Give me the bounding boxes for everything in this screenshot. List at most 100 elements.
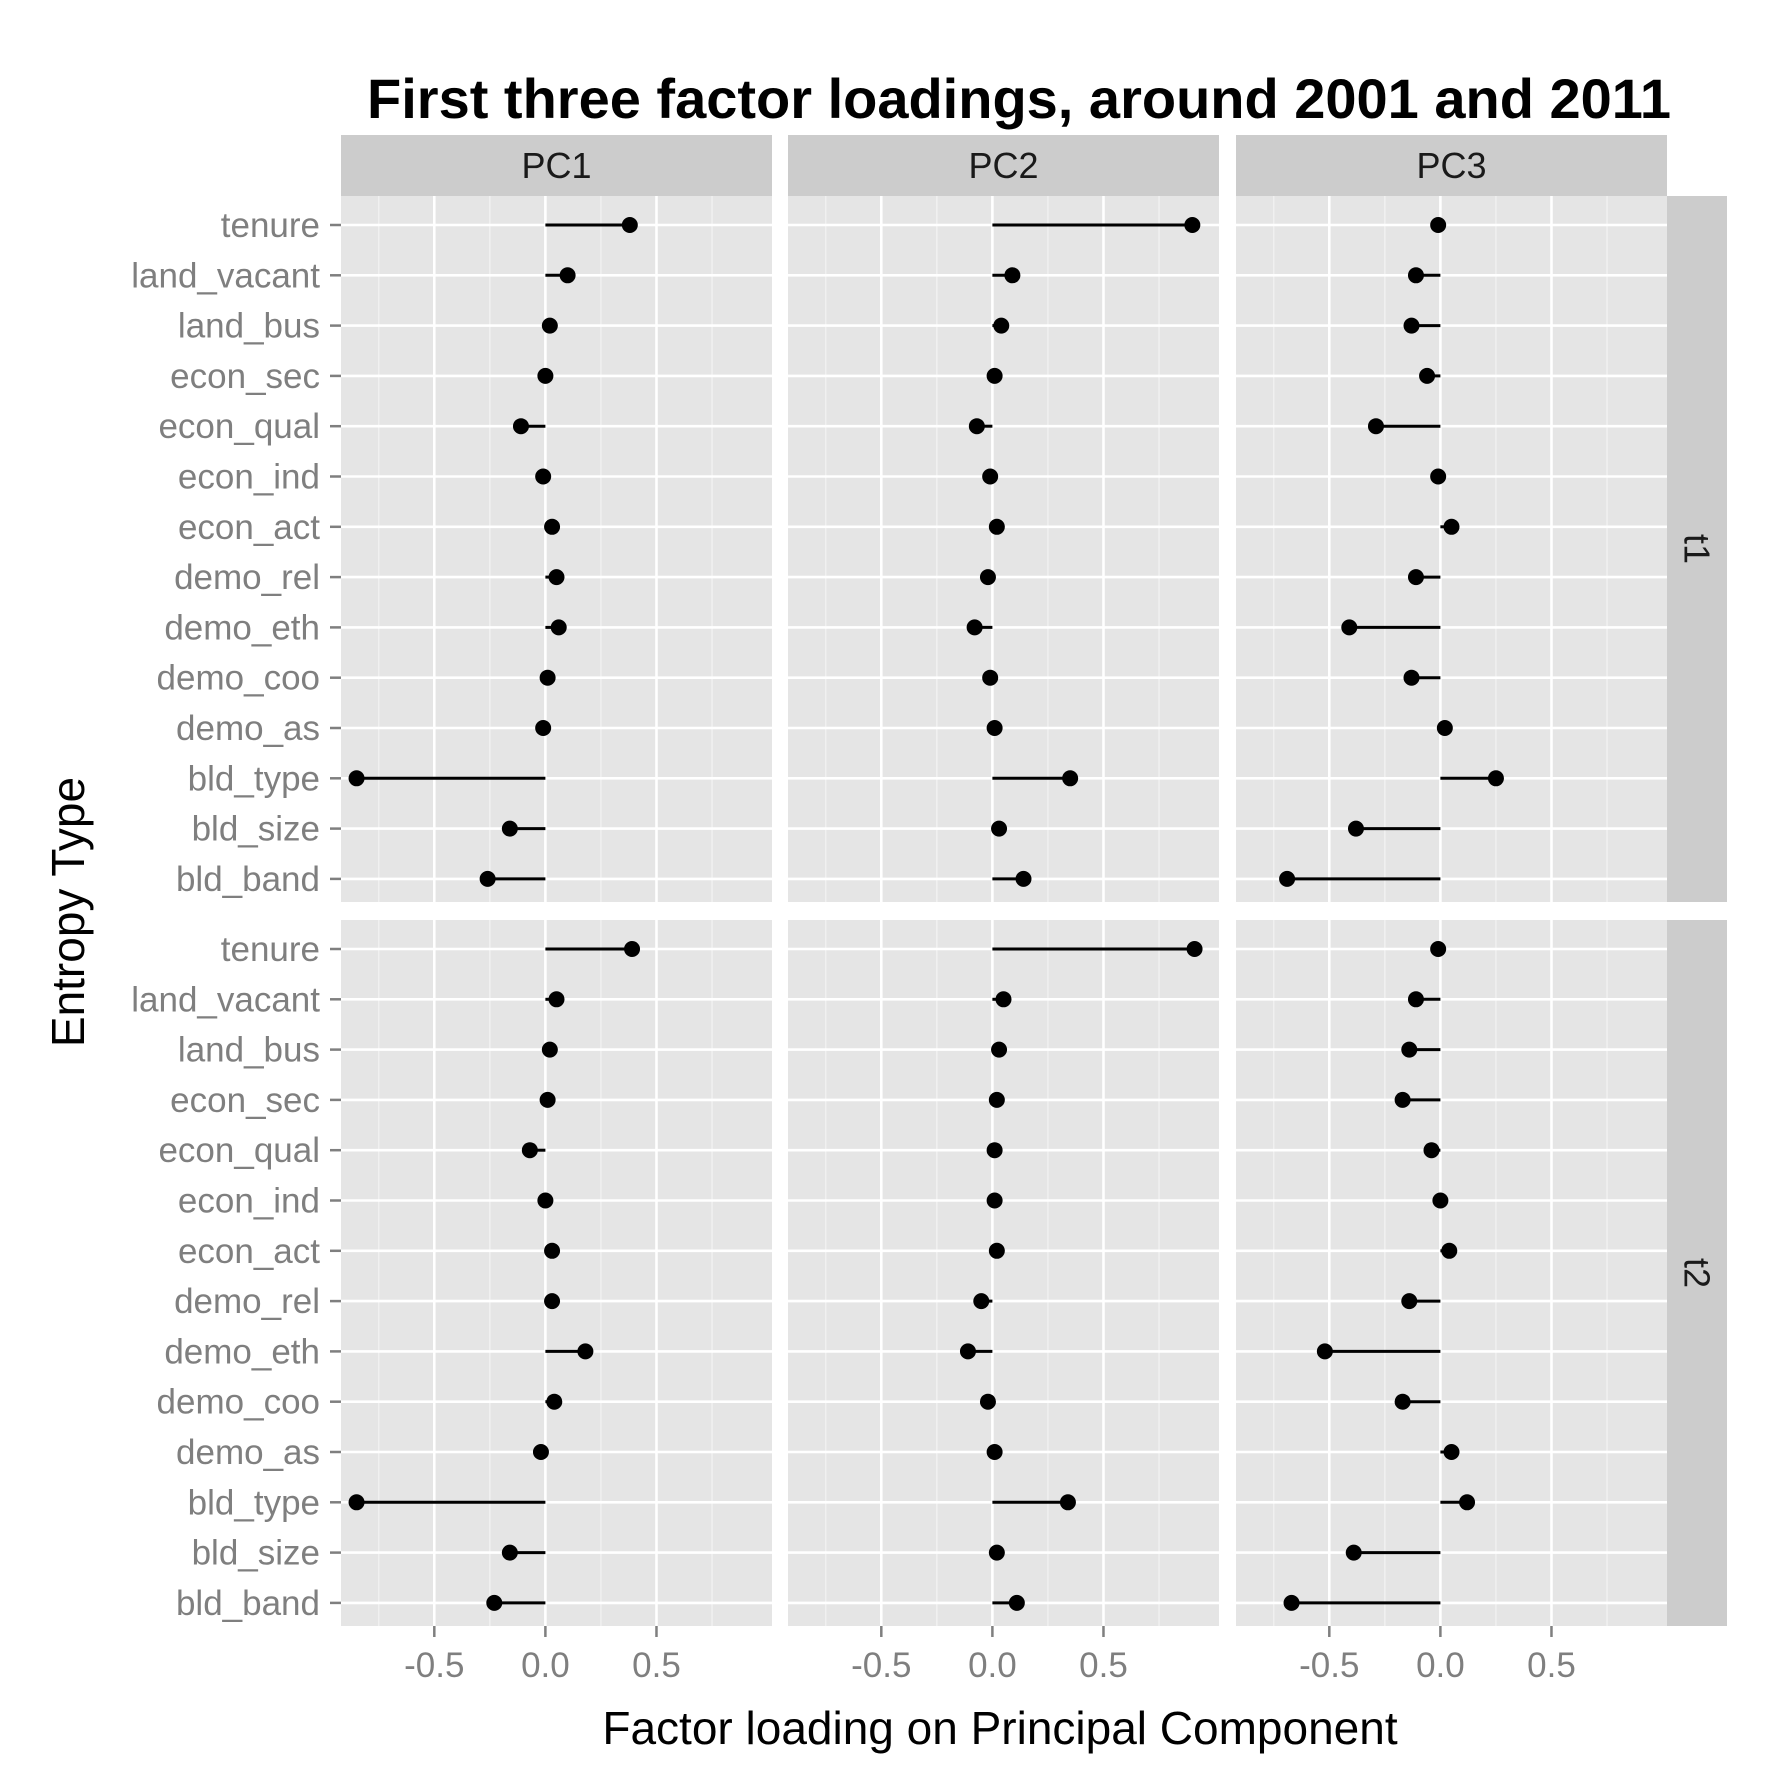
loading-point-demo_as — [1443, 1444, 1460, 1460]
loading-point-land_vacant — [559, 267, 576, 284]
y-tick-label-demo_eth: demo_eth — [164, 1332, 320, 1371]
loading-point-tenure — [1430, 217, 1447, 233]
strip-label-t2: t2 — [1677, 1258, 1718, 1288]
strip-pc1 — [341, 135, 772, 196]
y-tick-label-econ_sec: econ_sec — [170, 1081, 320, 1120]
loading-point-land_bus — [541, 317, 558, 334]
loading-point-land_bus — [993, 317, 1010, 334]
x-tick-label: 0.5 — [632, 1646, 681, 1685]
strip-label-pc1: PC1 — [521, 145, 591, 186]
loading-point-econ_qual — [1367, 418, 1384, 435]
panel-t1-pc2 — [788, 196, 1219, 902]
loading-point-bld_band — [1283, 1594, 1300, 1611]
loading-point-bld_size — [991, 820, 1008, 837]
loading-point-bld_size — [501, 820, 518, 837]
y-tick-label-demo_rel: demo_rel — [174, 1282, 320, 1321]
chart-title: First three factor loadings, around 2001… — [367, 67, 1671, 130]
y-tick-label-demo_coo: demo_coo — [157, 1383, 320, 1422]
y-tick-label-tenure: tenure — [221, 930, 320, 969]
y-tick-label-bld_type: bld_type — [188, 759, 320, 798]
loading-point-econ_act — [1441, 1242, 1458, 1259]
loading-point-demo_eth — [550, 619, 567, 636]
loading-point-econ_sec — [539, 1091, 556, 1108]
loading-point-bld_band — [479, 870, 496, 887]
panel-t2-pc3-background — [1236, 920, 1667, 1626]
strip-t1 — [1667, 196, 1727, 902]
strip-label-t1: t1 — [1677, 534, 1718, 564]
loading-point-land_bus — [991, 1041, 1008, 1058]
y-tick-label-econ_act: econ_act — [178, 508, 320, 547]
y-tick-label-demo_as: demo_as — [176, 709, 320, 748]
panel-t2-pc2-background — [788, 920, 1219, 1626]
y-tick-label-econ_sec: econ_sec — [170, 357, 320, 396]
loading-point-tenure — [1430, 941, 1447, 957]
x-tick-label: -0.5 — [404, 1646, 464, 1685]
loading-point-land_bus — [1403, 317, 1420, 334]
loading-point-demo_eth — [959, 1343, 976, 1360]
loading-point-demo_coo — [539, 669, 556, 686]
loading-point-demo_rel — [973, 1293, 990, 1310]
strip-pc2 — [788, 135, 1219, 196]
y-tick-label-demo_rel: demo_rel — [174, 558, 320, 597]
strip-label-pc3: PC3 — [1416, 145, 1486, 186]
loading-point-econ_sec — [1419, 367, 1436, 384]
loading-point-land_vacant — [995, 991, 1012, 1008]
loading-point-demo_coo — [979, 1393, 996, 1410]
y-axis-title: Entropy Type — [42, 777, 94, 1047]
loading-point-econ_qual — [1423, 1142, 1440, 1159]
y-tick-label-bld_band: bld_band — [176, 860, 320, 899]
panel-t1-pc1-background — [341, 196, 772, 902]
loading-point-econ_ind — [986, 1192, 1003, 1209]
panel-t1-pc3-background — [1236, 196, 1667, 902]
loading-point-bld_band — [1008, 1594, 1025, 1611]
loading-point-econ_qual — [986, 1142, 1003, 1159]
y-tick-label-bld_band: bld_band — [176, 1584, 320, 1623]
loading-point-econ_act — [544, 1242, 561, 1259]
y-tick-label-demo_eth: demo_eth — [164, 608, 320, 647]
y-tick-label-demo_as: demo_as — [176, 1433, 320, 1472]
panel-t1-pc2-background — [788, 196, 1219, 902]
y-tick-label-bld_size: bld_size — [192, 810, 320, 849]
loading-point-bld_band — [1279, 870, 1296, 887]
loading-point-demo_rel — [544, 1293, 561, 1310]
loading-point-demo_as — [986, 1444, 1003, 1460]
y-tick-label-econ_ind: econ_ind — [178, 1182, 320, 1221]
loading-point-demo_rel — [548, 569, 565, 586]
loading-point-demo_eth — [966, 619, 983, 636]
x-axis-title: Factor loading on Principal Component — [602, 1702, 1397, 1754]
panel-t2-pc1 — [341, 920, 772, 1626]
loading-point-bld_size — [988, 1544, 1005, 1561]
y-tick-label-bld_size: bld_size — [192, 1534, 320, 1573]
loading-point-econ_ind — [537, 1192, 554, 1209]
loading-point-land_vacant — [1407, 991, 1424, 1008]
y-tick-label-land_vacant: land_vacant — [131, 980, 320, 1019]
loading-point-bld_type — [1059, 1494, 1076, 1511]
panel-t2-pc2 — [788, 920, 1219, 1626]
loading-point-econ_qual — [968, 418, 985, 435]
panel-t2-pc1-background — [341, 920, 772, 1626]
loading-point-land_vacant — [548, 991, 565, 1008]
loading-point-demo_as — [986, 720, 1003, 736]
x-tick-label: 0.5 — [1079, 1646, 1128, 1685]
y-tick-label-land_bus: land_bus — [178, 1031, 320, 1070]
loading-point-bld_type — [1487, 770, 1504, 787]
y-tick-label-tenure: tenure — [221, 206, 320, 245]
y-tick-label-demo_coo: demo_coo — [157, 659, 320, 698]
x-tick-label: 0.0 — [521, 1646, 570, 1685]
loading-point-tenure — [1186, 941, 1203, 957]
loading-point-bld_band — [486, 1594, 503, 1611]
loading-point-demo_as — [1436, 720, 1453, 736]
loading-point-bld_size — [1345, 1544, 1362, 1561]
x-tick-label: 0.0 — [1416, 1646, 1465, 1685]
y-tick-label-econ_act: econ_act — [178, 1232, 320, 1271]
loading-point-bld_band — [1015, 870, 1032, 887]
loading-point-land_bus — [541, 1041, 558, 1058]
loading-point-econ_ind — [1432, 1192, 1449, 1209]
x-tick-label: 0.0 — [968, 1646, 1017, 1685]
loading-point-econ_act — [988, 1242, 1005, 1259]
loading-point-bld_type — [348, 1494, 365, 1511]
x-tick-label: -0.5 — [851, 1646, 911, 1685]
loading-point-demo_as — [532, 1444, 549, 1460]
loading-point-econ_sec — [1394, 1091, 1411, 1108]
loading-point-bld_type — [348, 770, 365, 787]
